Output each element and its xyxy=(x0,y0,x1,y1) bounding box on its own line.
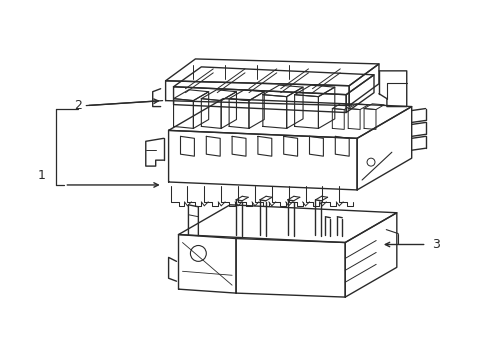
Text: 2: 2 xyxy=(74,99,82,112)
Text: 1: 1 xyxy=(38,168,46,181)
Text: 3: 3 xyxy=(432,238,440,251)
